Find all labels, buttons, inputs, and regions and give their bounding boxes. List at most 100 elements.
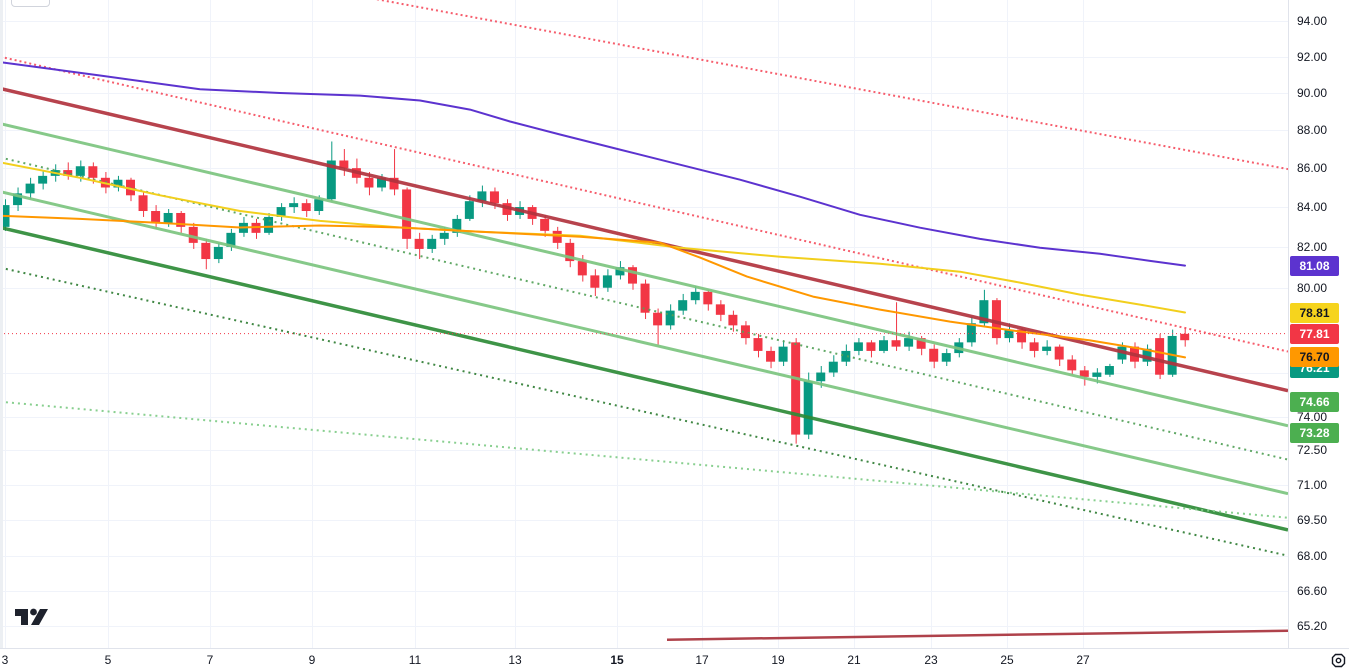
candle-body bbox=[276, 207, 286, 217]
time-tick-label: 25 bbox=[1000, 653, 1014, 667]
channel-green-dotted-dark[interactable] bbox=[0, 266, 1288, 557]
price-tick-label: 92.00 bbox=[1297, 49, 1328, 64]
axis-settings-gear-icon[interactable] bbox=[1330, 652, 1347, 669]
price-tick-label: 90.00 bbox=[1297, 86, 1328, 100]
candle-body bbox=[816, 372, 826, 382]
candle-body bbox=[188, 226, 198, 243]
chart-pane[interactable] bbox=[0, 0, 1288, 648]
candle-body bbox=[1029, 342, 1039, 351]
candle-body bbox=[176, 212, 186, 227]
candle-body bbox=[753, 338, 763, 351]
candle-body bbox=[866, 342, 876, 351]
candle-body bbox=[552, 230, 562, 243]
time-axis[interactable]: 3 5 7 9 11 13 15 17 19 21 23 25 27 bbox=[0, 648, 1349, 671]
time-tick-label: 19 bbox=[771, 653, 785, 667]
channel-dotted-upper-2[interactable] bbox=[0, 55, 1288, 353]
channel-value-badge-1: 74.66 bbox=[1290, 391, 1339, 412]
time-tick-label: 7 bbox=[206, 653, 214, 667]
legend-collapse-button[interactable] bbox=[11, 0, 50, 7]
candle-body bbox=[791, 342, 801, 435]
time-tick-label: 21 bbox=[847, 653, 861, 667]
candle-body bbox=[728, 314, 738, 326]
candle-body bbox=[715, 304, 725, 315]
candle-body bbox=[841, 350, 851, 362]
candle-body bbox=[339, 160, 349, 169]
candle-body bbox=[828, 361, 838, 373]
candle-body bbox=[163, 212, 173, 223]
candle-body bbox=[879, 340, 888, 351]
candle-body bbox=[377, 177, 386, 188]
support-red-bottom[interactable] bbox=[666, 629, 1288, 641]
candle-body bbox=[326, 160, 336, 200]
candle-body bbox=[88, 166, 98, 178]
candle-body bbox=[489, 191, 499, 204]
price-axis[interactable]: 94.00 92.00 90.00 88.00 86.00 84.00 82.00 80.00… bbox=[1288, 0, 1349, 648]
candle-body bbox=[477, 191, 487, 202]
price-tick-label: 71.00 bbox=[1297, 478, 1328, 493]
channel-green-solid-dark[interactable] bbox=[0, 225, 1288, 532]
time-tick-label: 15 bbox=[610, 653, 624, 667]
time-tick-label: 23 bbox=[924, 653, 938, 667]
candle-body bbox=[452, 218, 462, 233]
channel-dotted-upper-1[interactable] bbox=[376, 0, 1288, 171]
candle-body bbox=[904, 338, 914, 347]
ma-orange[interactable] bbox=[0, 214, 1186, 359]
channel-median-red-solid[interactable] bbox=[0, 86, 1288, 393]
price-tick-label: 65.20 bbox=[1297, 618, 1328, 633]
price-tick-label: 66.60 bbox=[1297, 583, 1328, 598]
candle-body bbox=[1079, 370, 1089, 377]
ma-yellow[interactable] bbox=[0, 161, 1186, 314]
candle-body bbox=[213, 246, 223, 260]
candle-body bbox=[301, 203, 311, 212]
candle-body bbox=[1042, 346, 1052, 351]
candle-body bbox=[1180, 333, 1190, 341]
purple-ma-value-badge: 81.08 bbox=[1290, 255, 1339, 276]
support-green-dotted-bottom[interactable] bbox=[0, 400, 1288, 519]
price-tick-label: 72.50 bbox=[1297, 443, 1328, 458]
candle-body bbox=[628, 267, 637, 284]
candle-body bbox=[979, 300, 989, 324]
candle-body bbox=[314, 199, 324, 212]
channel-green-dotted-1[interactable] bbox=[0, 156, 1288, 461]
tradingview-logo[interactable] bbox=[14, 603, 50, 631]
orange-ma-value-badge: 76.70 bbox=[1290, 347, 1339, 368]
candle-body bbox=[778, 346, 788, 362]
candle-body bbox=[640, 283, 650, 313]
channel-green-solid-2[interactable] bbox=[0, 190, 1288, 496]
candle-body bbox=[464, 201, 474, 219]
candle-body bbox=[891, 340, 901, 347]
price-tick-label: 80.00 bbox=[1297, 280, 1328, 295]
candle-body bbox=[740, 325, 750, 339]
candle-body bbox=[402, 189, 412, 239]
candlestick-plot[interactable] bbox=[0, 0, 1288, 648]
candle-body bbox=[1092, 372, 1102, 377]
price-line-value-badge: 77.81 bbox=[1290, 323, 1339, 344]
candle-body bbox=[226, 232, 236, 247]
candle-body bbox=[803, 381, 813, 435]
yellow-ma-value-badge: 78.81 bbox=[1290, 302, 1339, 323]
candle-body bbox=[941, 353, 951, 362]
candle-body bbox=[1155, 338, 1165, 375]
price-tick-label: 86.00 bbox=[1297, 161, 1328, 176]
time-tick-label: 11 bbox=[408, 653, 422, 667]
candle-body bbox=[113, 179, 123, 188]
candle-body bbox=[916, 338, 926, 349]
time-tick-label: 17 bbox=[695, 653, 709, 667]
candle-body bbox=[615, 267, 625, 276]
candle-body bbox=[414, 238, 424, 249]
ma-purple[interactable] bbox=[0, 61, 1186, 267]
candle-body bbox=[38, 175, 48, 184]
price-tick-label: 84.00 bbox=[1297, 200, 1328, 215]
candle-body bbox=[678, 300, 688, 311]
candle-body bbox=[201, 242, 211, 260]
time-tick-label: 3 bbox=[1, 653, 9, 667]
candle-body bbox=[853, 342, 863, 351]
candle-body bbox=[151, 211, 161, 223]
candle-body bbox=[63, 170, 73, 176]
candle-body bbox=[25, 183, 35, 194]
candle-body bbox=[439, 232, 449, 239]
candle-body bbox=[703, 291, 713, 305]
channel-green-solid-1[interactable] bbox=[0, 122, 1288, 428]
candle-body bbox=[1067, 359, 1077, 371]
